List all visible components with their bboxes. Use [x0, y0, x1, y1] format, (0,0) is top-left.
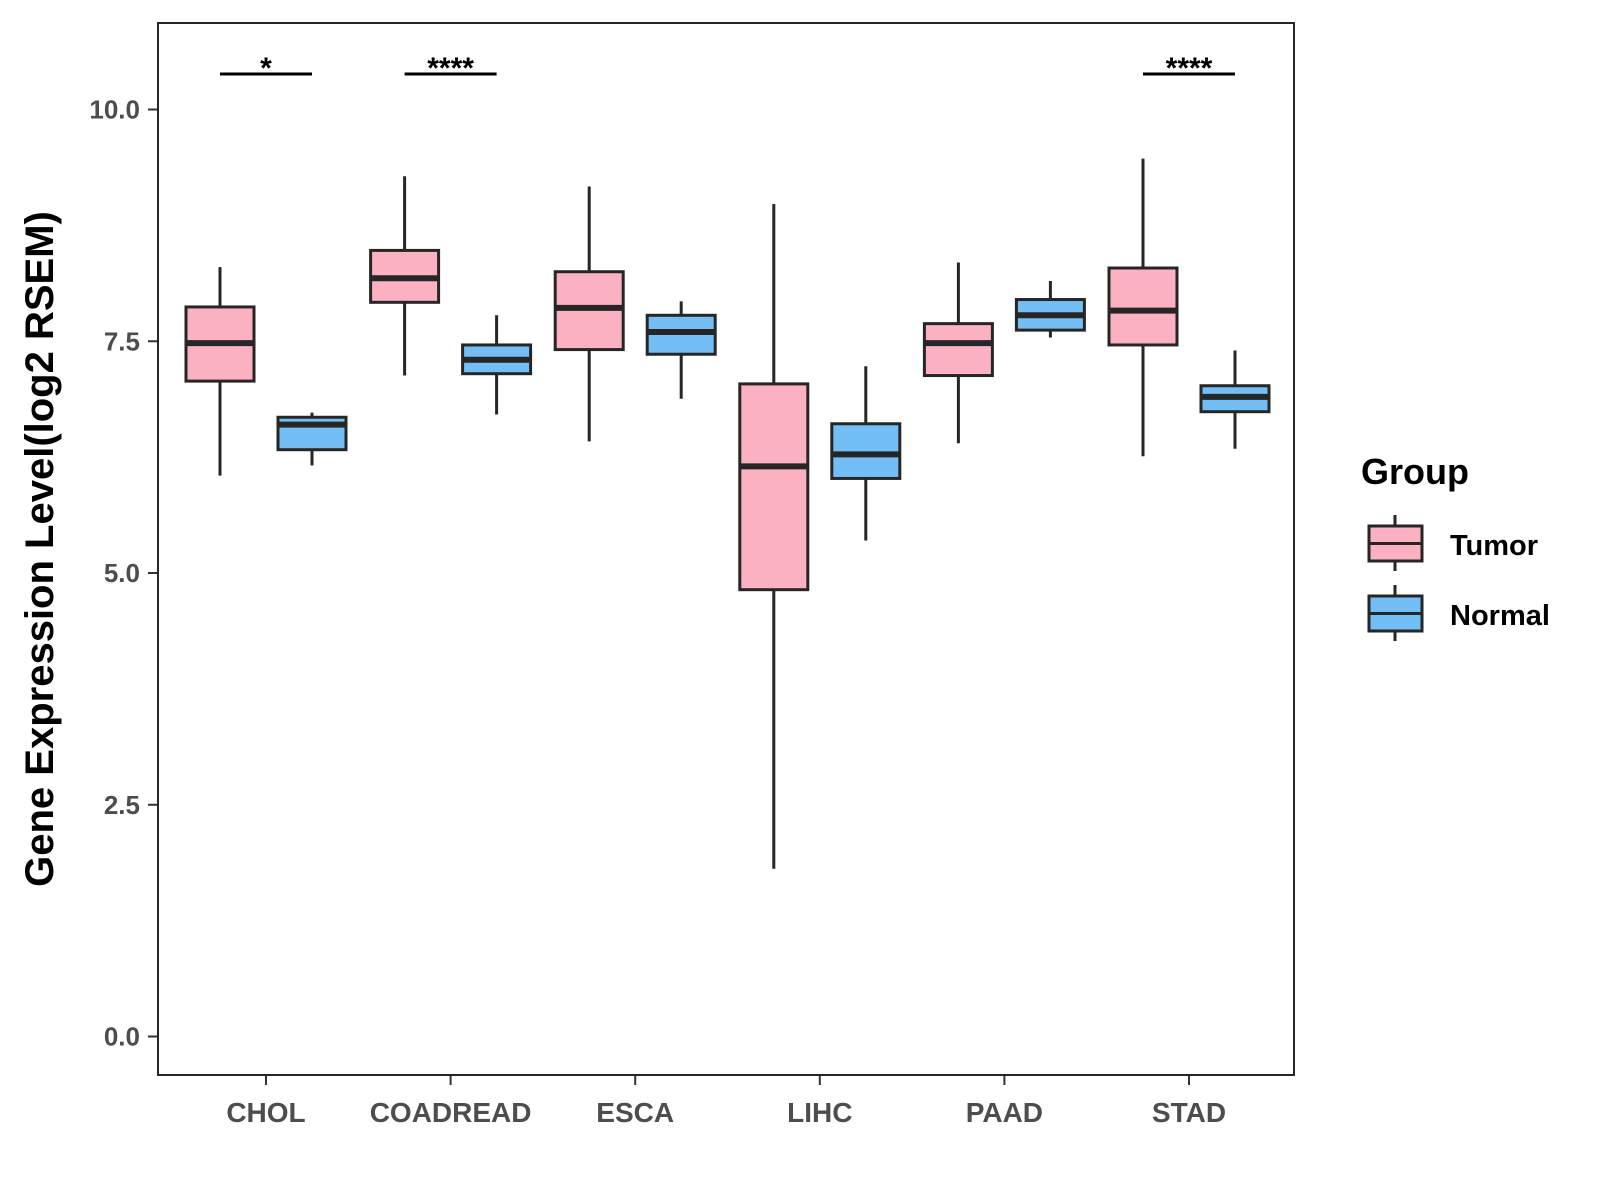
plot-panel-border [157, 22, 1295, 1076]
legend-title: Group [1361, 451, 1469, 492]
legend: Group Tumor Normal [1361, 451, 1550, 641]
box-normal-esca [645, 301, 717, 399]
x-tick-label: CHOL [226, 1097, 305, 1128]
box-iqr [830, 422, 902, 480]
significance-coadread: **** [404, 52, 497, 85]
box-iqr [738, 382, 810, 592]
box-tumor-paad [922, 262, 994, 444]
box-series [184, 158, 1271, 869]
box-tumor-coadread [369, 176, 441, 376]
significance-label: * [260, 52, 272, 85]
box-tumor-lihc [738, 204, 810, 869]
x-tick-label: STAD [1152, 1097, 1226, 1128]
box-normal-paad [1014, 280, 1086, 338]
legend-key-tumor [1367, 515, 1424, 571]
box-iqr [1107, 266, 1179, 347]
box-normal-stad [1199, 350, 1271, 449]
y-tick-label: 0.0 [104, 1022, 140, 1052]
significance-stad: **** [1143, 52, 1235, 85]
box-iqr [922, 322, 994, 378]
y-tick-label: 7.5 [104, 326, 140, 356]
x-tick-label: ESCA [596, 1097, 674, 1128]
box-normal-lihc [830, 366, 902, 541]
significance-chol: * [220, 52, 312, 85]
x-axis: CHOL COADREAD ESCA LIHC PAAD STAD [226, 1075, 1226, 1128]
legend-key-normal [1367, 585, 1424, 641]
x-tick-label: LIHC [787, 1097, 852, 1128]
y-tick-label: 2.5 [104, 790, 140, 820]
significance-label: **** [427, 52, 474, 85]
legend-label-normal: Normal [1450, 600, 1550, 632]
box-tumor-chol [184, 267, 256, 476]
y-tick-label: 5.0 [104, 558, 140, 588]
legend-label-tumor: Tumor [1450, 530, 1538, 562]
box-tumor-stad [1107, 158, 1179, 457]
x-tick-label: COADREAD [370, 1097, 532, 1128]
box-normal-coadread [461, 315, 533, 415]
box-normal-chol [276, 412, 348, 466]
significance-annotations: * **** **** [220, 52, 1235, 85]
y-tick-label: 10.0 [89, 95, 140, 125]
y-axis-title: Gene Expression Level(log2 RSEM) [18, 211, 62, 887]
significance-label: **** [1166, 52, 1213, 85]
x-tick-label: PAAD [966, 1097, 1043, 1128]
y-axis: 0.0 2.5 5.0 7.5 10.0 [89, 95, 158, 1052]
box-tumor-esca [553, 186, 625, 442]
